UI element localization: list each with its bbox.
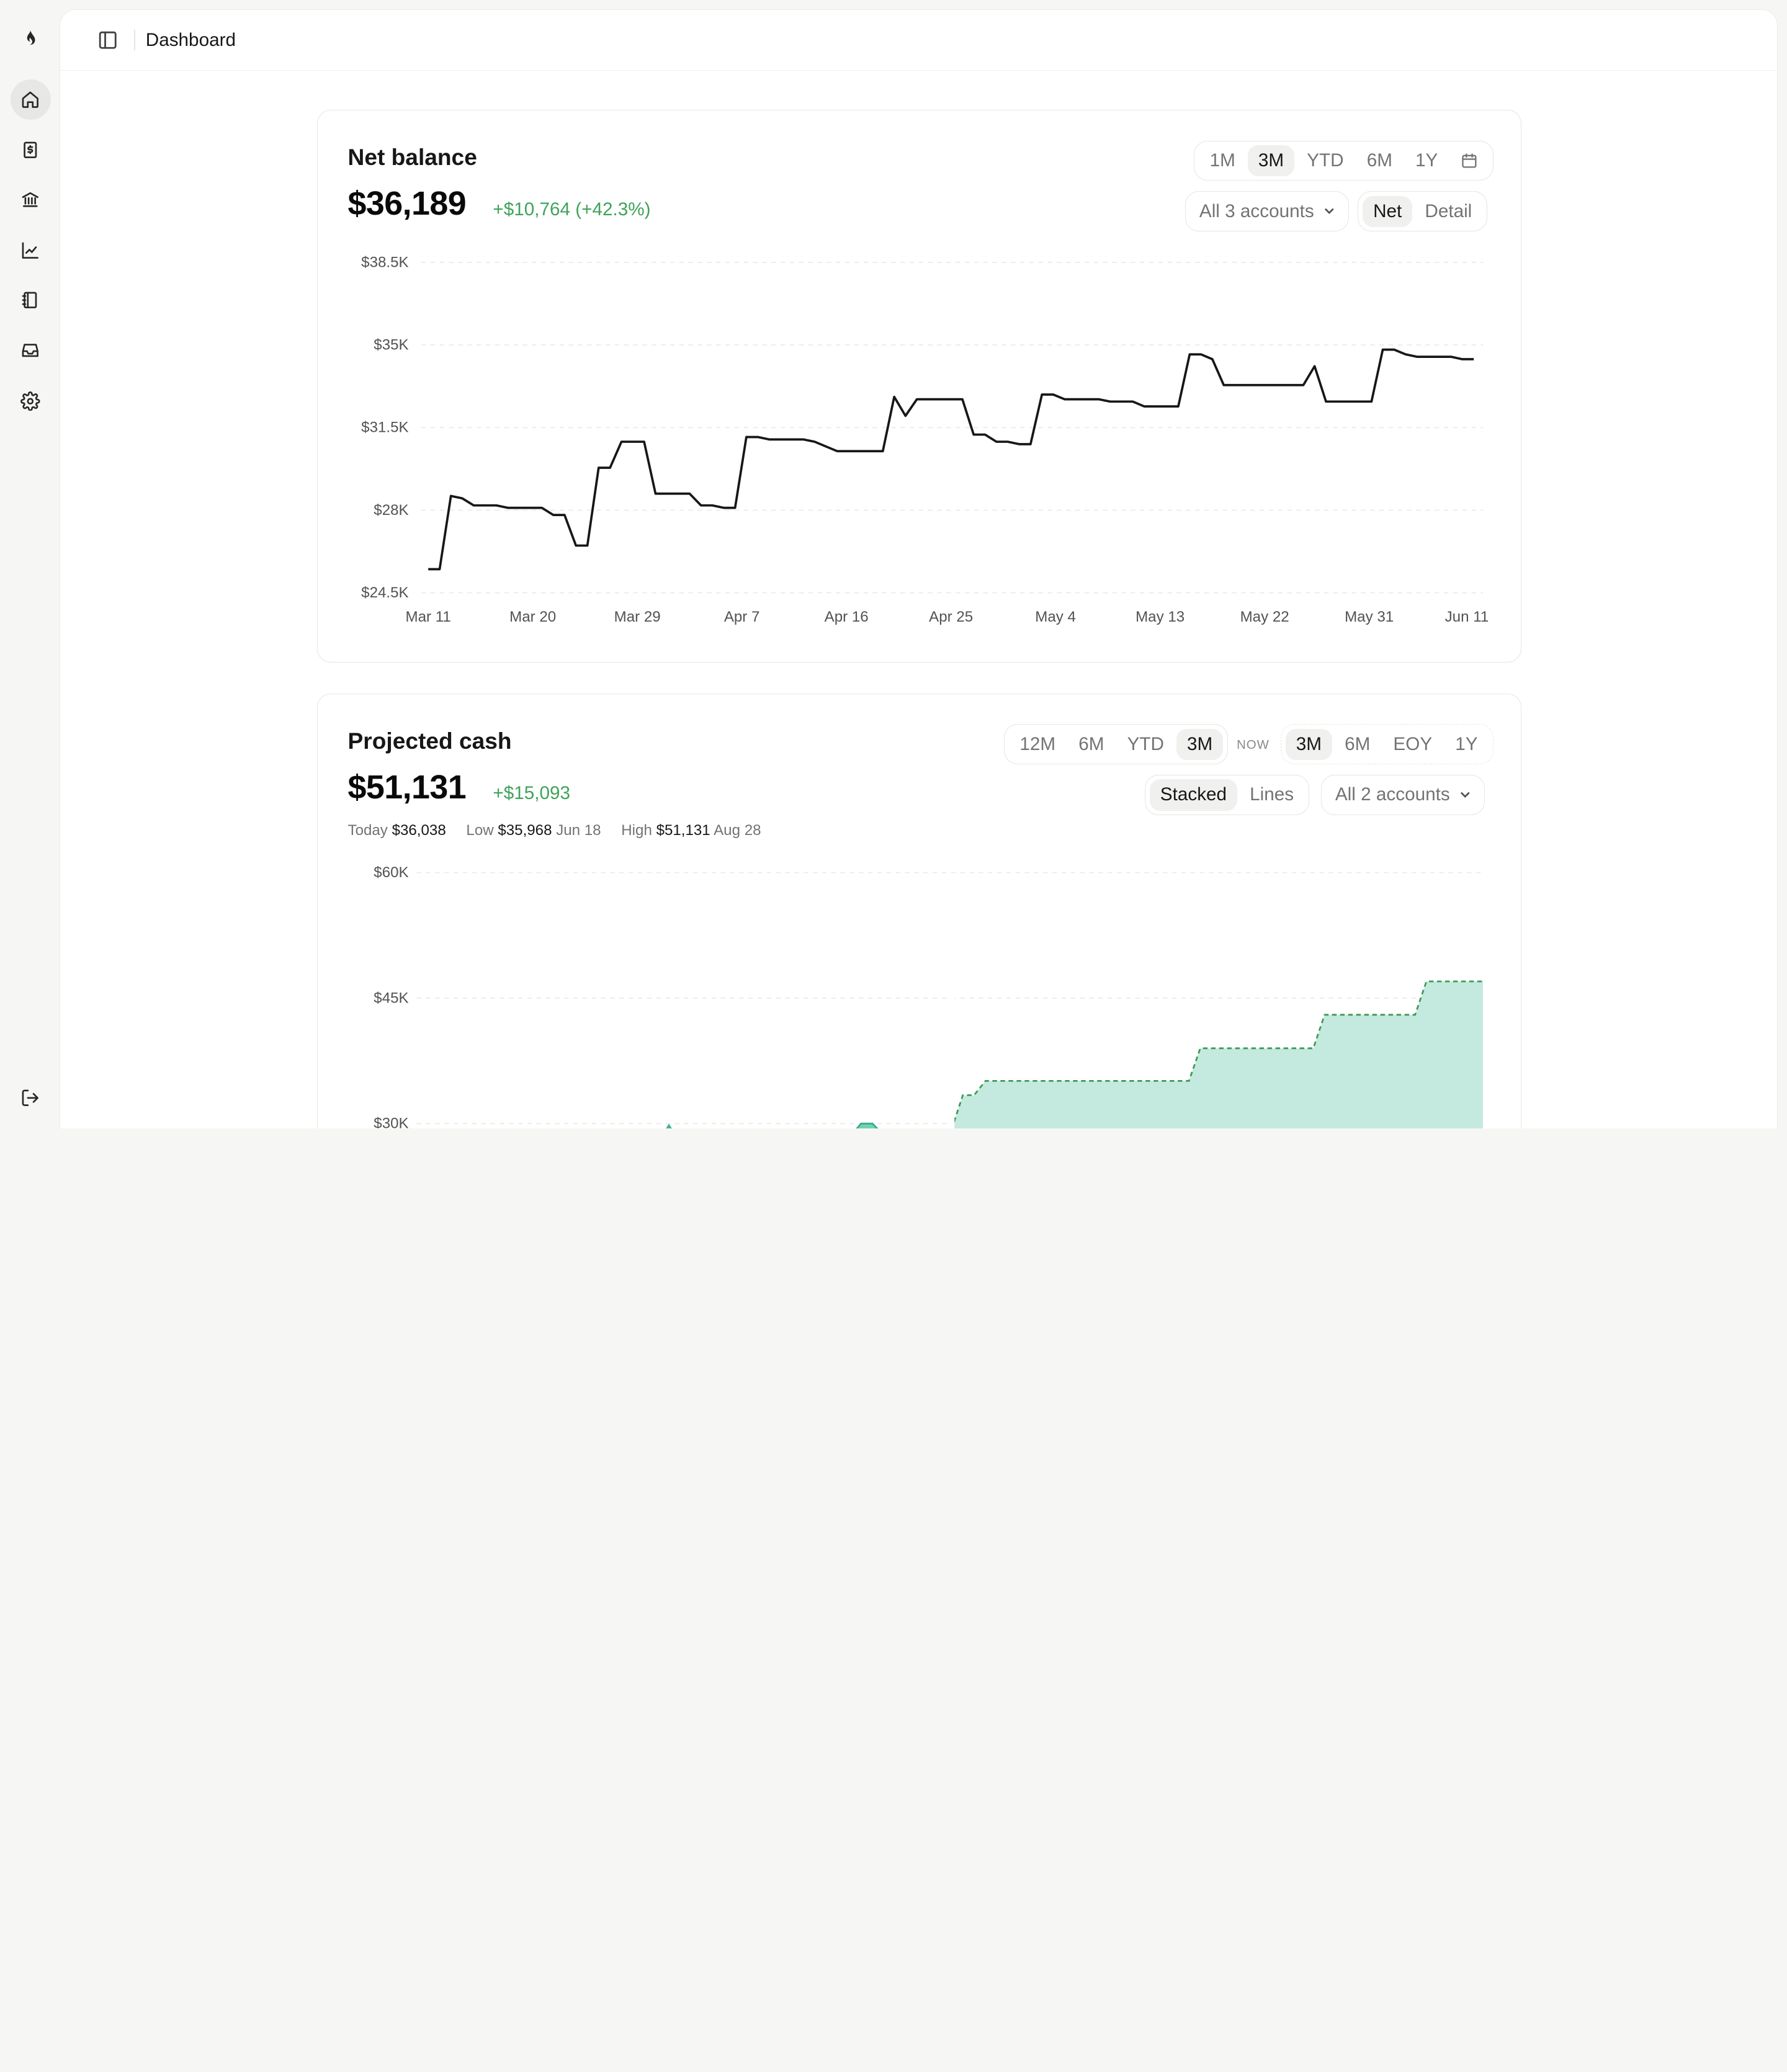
chevron-down-icon — [1324, 208, 1333, 215]
view-detail[interactable]: Detail — [1425, 200, 1472, 221]
x-tick-label: Apr 25 — [929, 609, 973, 625]
net-balance-chart: $38.5K $35K $31.5K $28K $24.5K Mar 11 Mar 20 Ma… — [361, 254, 1489, 626]
stat-today: Today $36,038 — [347, 822, 446, 839]
projected-cash-card: Projected cash $51,131 +$15,093 12M 6M Y… — [317, 694, 1522, 1128]
projection-area-account-2 — [952, 981, 1484, 1128]
future-3m[interactable]: 3M — [1286, 728, 1332, 760]
gear-icon[interactable] — [11, 381, 51, 421]
now-label: NOW — [1237, 738, 1270, 752]
projected-accounts-dropdown[interactable]: All 2 accounts — [1320, 775, 1485, 815]
balance-value: $36,189 — [347, 185, 467, 223]
calendar-icon[interactable] — [1451, 145, 1489, 176]
past-6m[interactable]: 6M — [1078, 733, 1104, 754]
y-tick-label: $24.5K — [361, 584, 408, 601]
x-tick-label: Jun 11 — [1445, 609, 1489, 625]
y-tick-label: $60K — [374, 864, 409, 881]
stat-high: High $51,131 Aug 28 — [621, 822, 761, 839]
logout-icon[interactable] — [11, 1078, 51, 1118]
range-6m[interactable]: 6M — [1366, 150, 1392, 171]
x-tick-label: Mar 29 — [614, 609, 661, 625]
projected-accounts-label: All 2 accounts — [1335, 784, 1450, 805]
mode-toggle: Stacked Lines — [1144, 775, 1310, 815]
balance-delta: +$10,764 (+42.3%) — [493, 199, 651, 220]
x-tick-label: May 22 — [1240, 609, 1289, 625]
y-tick-label: $38.5K — [361, 254, 408, 271]
x-tick-label: Apr 16 — [825, 609, 869, 625]
projected-cash-chart: $60K$45K$30K$15K — [374, 864, 1484, 1128]
card-title: Net balance — [347, 144, 477, 171]
divider — [134, 29, 136, 51]
projected-delta: +$15,093 — [493, 783, 571, 803]
x-tick-label: Mar 11 — [406, 609, 451, 625]
chevron-down-icon — [1460, 792, 1469, 798]
past-range-selector: 12M 6M YTD 3M — [1004, 724, 1229, 765]
future-range-selector: 3M 6M EOY 1Y — [1280, 724, 1494, 765]
future-eoy[interactable]: EOY — [1393, 733, 1433, 754]
inbox-icon[interactable] — [11, 331, 51, 371]
net-balance-card: Net balance $36,189 +$10,764 (+42.3%) 1M… — [317, 110, 1522, 663]
y-tick-label: $28K — [374, 502, 409, 519]
sidebar — [0, 0, 60, 1128]
y-tick-label: $30K — [374, 1115, 409, 1128]
range-3m[interactable]: 3M — [1248, 145, 1294, 177]
top-bar: Dashboard — [60, 10, 1778, 71]
stat-low: Low $35,968 Jun 18 — [466, 822, 601, 839]
x-tick-label: May 4 — [1036, 609, 1077, 625]
future-6m[interactable]: 6M — [1345, 733, 1371, 754]
range-ytd[interactable]: YTD — [1307, 150, 1344, 171]
notebook-icon[interactable] — [11, 280, 51, 320]
accounts-dropdown-label: All 3 accounts — [1199, 200, 1314, 221]
sidebar-toggle-icon[interactable] — [97, 30, 118, 50]
projected-value: $51,131 — [347, 768, 467, 806]
y-tick-label: $45K — [374, 989, 409, 1006]
view-toggle: Net Detail — [1357, 191, 1488, 232]
future-1y[interactable]: 1Y — [1455, 733, 1478, 754]
app: Dashboard Net balance $36,189 +$10,764 (… — [0, 0, 1778, 1128]
bank-icon[interactable] — [11, 179, 51, 220]
past-ytd[interactable]: YTD — [1127, 733, 1164, 754]
range-1m[interactable]: 1M — [1209, 150, 1235, 171]
home-icon[interactable] — [10, 79, 51, 120]
projection-stats: Today $36,038 Low $35,968 Jun 18 High $5… — [348, 822, 777, 839]
mode-stacked[interactable]: Stacked — [1150, 779, 1237, 811]
card-title: Projected cash — [347, 727, 512, 754]
main-panel: Dashboard Net balance $36,189 +$10,764 (… — [60, 9, 1778, 1128]
flame-logo-icon[interactable] — [11, 19, 51, 59]
range-selector: 1M 3M YTD 6M 1Y — [1194, 140, 1494, 181]
y-tick-label: $31.5K — [361, 419, 408, 436]
x-tick-label: Apr 7 — [724, 609, 760, 625]
receipt-dollar-icon[interactable] — [11, 130, 51, 171]
page-title: Dashboard — [145, 29, 236, 50]
y-tick-label: $35K — [374, 337, 409, 354]
view-net[interactable]: Net — [1363, 195, 1412, 227]
range-1y[interactable]: 1Y — [1415, 150, 1438, 171]
line-chart-icon[interactable] — [11, 230, 51, 270]
past-12m[interactable]: 12M — [1019, 733, 1056, 754]
now-divider — [949, 958, 955, 1128]
x-tick-label: May 31 — [1345, 609, 1394, 625]
mode-lines[interactable]: Lines — [1250, 784, 1294, 805]
accounts-dropdown[interactable]: All 3 accounts — [1185, 191, 1350, 232]
x-tick-label: May 13 — [1135, 609, 1185, 625]
x-tick-label: Mar 20 — [509, 609, 556, 625]
net-balance-line — [428, 349, 1474, 571]
past-3m[interactable]: 3M — [1176, 728, 1223, 760]
